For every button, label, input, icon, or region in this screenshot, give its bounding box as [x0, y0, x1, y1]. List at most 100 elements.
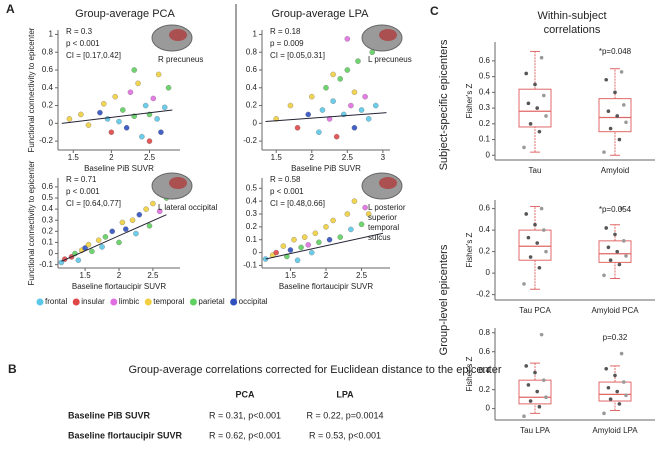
region-label: sulcus [368, 233, 391, 242]
data-point [604, 226, 608, 230]
data-point [365, 116, 372, 122]
data-point [294, 125, 301, 131]
stat-text: p < 0.001 [270, 187, 304, 196]
data-point [615, 114, 619, 118]
data-point [358, 221, 365, 228]
x-tick-label: 1.5 [271, 153, 283, 162]
data-point [294, 257, 301, 264]
data-point [544, 249, 548, 254]
data-point [533, 370, 537, 375]
data-point [535, 106, 539, 110]
row-label: Subject-specific epicenters [438, 39, 450, 170]
y-tick-label: 0.1 [479, 135, 491, 144]
y-tick-label: 0.4 [42, 204, 54, 213]
y-tick-label: 0.5 [246, 183, 258, 192]
y-tick-label: 0 [49, 249, 54, 258]
data-point [116, 239, 122, 246]
box [518, 379, 552, 405]
y-tick-label: 0.2 [246, 222, 258, 231]
data-point [606, 385, 611, 390]
data-point [273, 249, 279, 256]
data-point [135, 80, 141, 87]
y-axis-label: Fisher's Z [465, 83, 474, 118]
data-point [116, 118, 122, 125]
y-tick-label: 0.8 [246, 47, 258, 56]
data-point [539, 55, 544, 60]
stat-text: R = 0.3 [66, 27, 93, 36]
y-tick-label: 0 [486, 404, 491, 413]
y-tick-label: 0.2 [42, 101, 54, 110]
brain-icon [169, 177, 187, 189]
data-point [337, 234, 343, 240]
y-tick-label: 1 [49, 30, 54, 39]
y-tick-label: 0.4 [479, 87, 491, 96]
data-point [351, 198, 358, 204]
data-point [615, 249, 619, 254]
data-point [617, 262, 622, 267]
legend-swatch [72, 298, 80, 306]
data-point [617, 137, 622, 142]
data-point [112, 93, 118, 100]
table-header: LPA [336, 389, 354, 399]
y-tick-label: 0.1 [42, 238, 54, 247]
y-axis-label: Fisher's Z [465, 356, 474, 391]
data-point [528, 255, 533, 259]
data-point [624, 120, 628, 125]
data-point [622, 103, 626, 107]
x-tick-label: 1.5 [285, 271, 297, 280]
data-point [158, 129, 164, 135]
data-point [537, 129, 542, 134]
data-point [526, 235, 531, 240]
stat-text: p < 0.001 [66, 187, 100, 196]
table-title: Group-average correlations corrected for… [129, 364, 502, 376]
y-tick-label: 0.2 [42, 226, 54, 235]
data-point [136, 211, 143, 218]
data-point [301, 234, 308, 240]
data-point [309, 93, 315, 100]
data-point [522, 414, 526, 419]
trend-line [265, 232, 383, 260]
data-point [619, 206, 624, 211]
data-point [362, 93, 368, 100]
data-point [537, 404, 542, 409]
data-point [539, 206, 544, 211]
box [598, 240, 632, 263]
legend-swatch [189, 298, 197, 306]
x-tick-label: 2.5 [147, 271, 159, 280]
data-point [323, 85, 329, 91]
data-point [351, 89, 358, 95]
row-header: Baseline flortaucipir SUVR [68, 430, 183, 440]
y-tick-label: 0.2 [246, 101, 258, 110]
y-tick-label: 0.6 [479, 347, 491, 356]
y-tick-label: 0.6 [42, 65, 54, 74]
annotation: p=0.32 [603, 333, 628, 342]
data-point [316, 239, 322, 246]
table-cell: R = 0.53, p<0.001 [309, 430, 381, 440]
data-point [337, 76, 343, 82]
data-point [287, 102, 294, 109]
data-point [544, 395, 548, 400]
data-point [330, 98, 336, 104]
data-point [602, 273, 606, 278]
panel-title: Group-average PCA [75, 8, 175, 20]
data-point [150, 200, 156, 207]
y-tick-label: 0.3 [42, 215, 54, 224]
data-point [326, 116, 333, 122]
stat-text: CI = [0.64,0.77] [66, 199, 121, 208]
annotation: *p=0.048 [599, 47, 632, 56]
data-point [326, 236, 333, 243]
legend-label: limbic [119, 297, 139, 306]
data-point [351, 125, 358, 131]
y-tick-label: 0.4 [246, 196, 258, 205]
data-point [613, 232, 617, 237]
stat-text: CI = [0.17,0.42] [66, 51, 121, 60]
data-point [528, 122, 533, 126]
brain-icon [379, 177, 397, 189]
data-point [535, 241, 539, 245]
data-point [358, 107, 365, 113]
panel-label: B [8, 362, 17, 376]
data-point [542, 378, 546, 382]
box [518, 229, 552, 261]
y-tick-label: 0.4 [42, 83, 54, 92]
data-point [617, 402, 622, 406]
